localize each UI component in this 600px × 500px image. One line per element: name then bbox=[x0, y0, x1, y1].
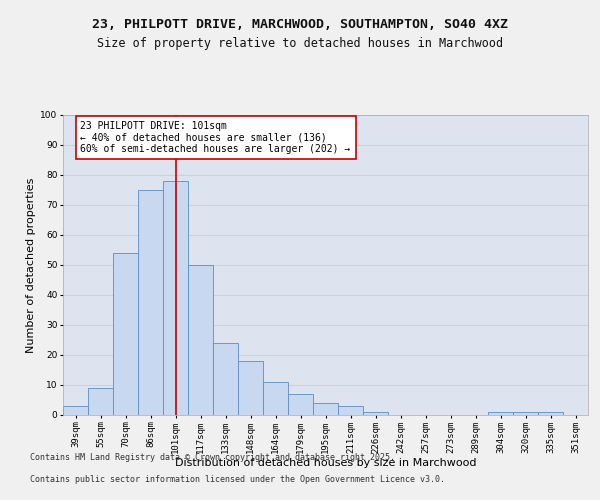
Bar bbox=[338, 406, 363, 415]
Bar bbox=[188, 265, 213, 415]
Text: 23, PHILPOTT DRIVE, MARCHWOOD, SOUTHAMPTON, SO40 4XZ: 23, PHILPOTT DRIVE, MARCHWOOD, SOUTHAMPT… bbox=[92, 18, 508, 30]
Bar bbox=[313, 403, 338, 415]
Text: Contains public sector information licensed under the Open Government Licence v3: Contains public sector information licen… bbox=[30, 475, 445, 484]
Bar bbox=[138, 190, 163, 415]
Y-axis label: Number of detached properties: Number of detached properties bbox=[26, 178, 36, 352]
Bar bbox=[288, 394, 313, 415]
Bar bbox=[538, 412, 563, 415]
Bar bbox=[263, 382, 288, 415]
Bar bbox=[238, 361, 263, 415]
Bar bbox=[513, 412, 538, 415]
Bar bbox=[88, 388, 113, 415]
Bar bbox=[113, 253, 138, 415]
Bar bbox=[213, 343, 238, 415]
Bar bbox=[63, 406, 88, 415]
Text: Contains HM Land Registry data © Crown copyright and database right 2025.: Contains HM Land Registry data © Crown c… bbox=[30, 454, 395, 462]
Bar bbox=[163, 181, 188, 415]
Bar bbox=[488, 412, 513, 415]
X-axis label: Distribution of detached houses by size in Marchwood: Distribution of detached houses by size … bbox=[175, 458, 476, 468]
Text: Size of property relative to detached houses in Marchwood: Size of property relative to detached ho… bbox=[97, 38, 503, 51]
Text: 23 PHILPOTT DRIVE: 101sqm
← 40% of detached houses are smaller (136)
60% of semi: 23 PHILPOTT DRIVE: 101sqm ← 40% of detac… bbox=[80, 121, 351, 154]
Bar bbox=[363, 412, 388, 415]
